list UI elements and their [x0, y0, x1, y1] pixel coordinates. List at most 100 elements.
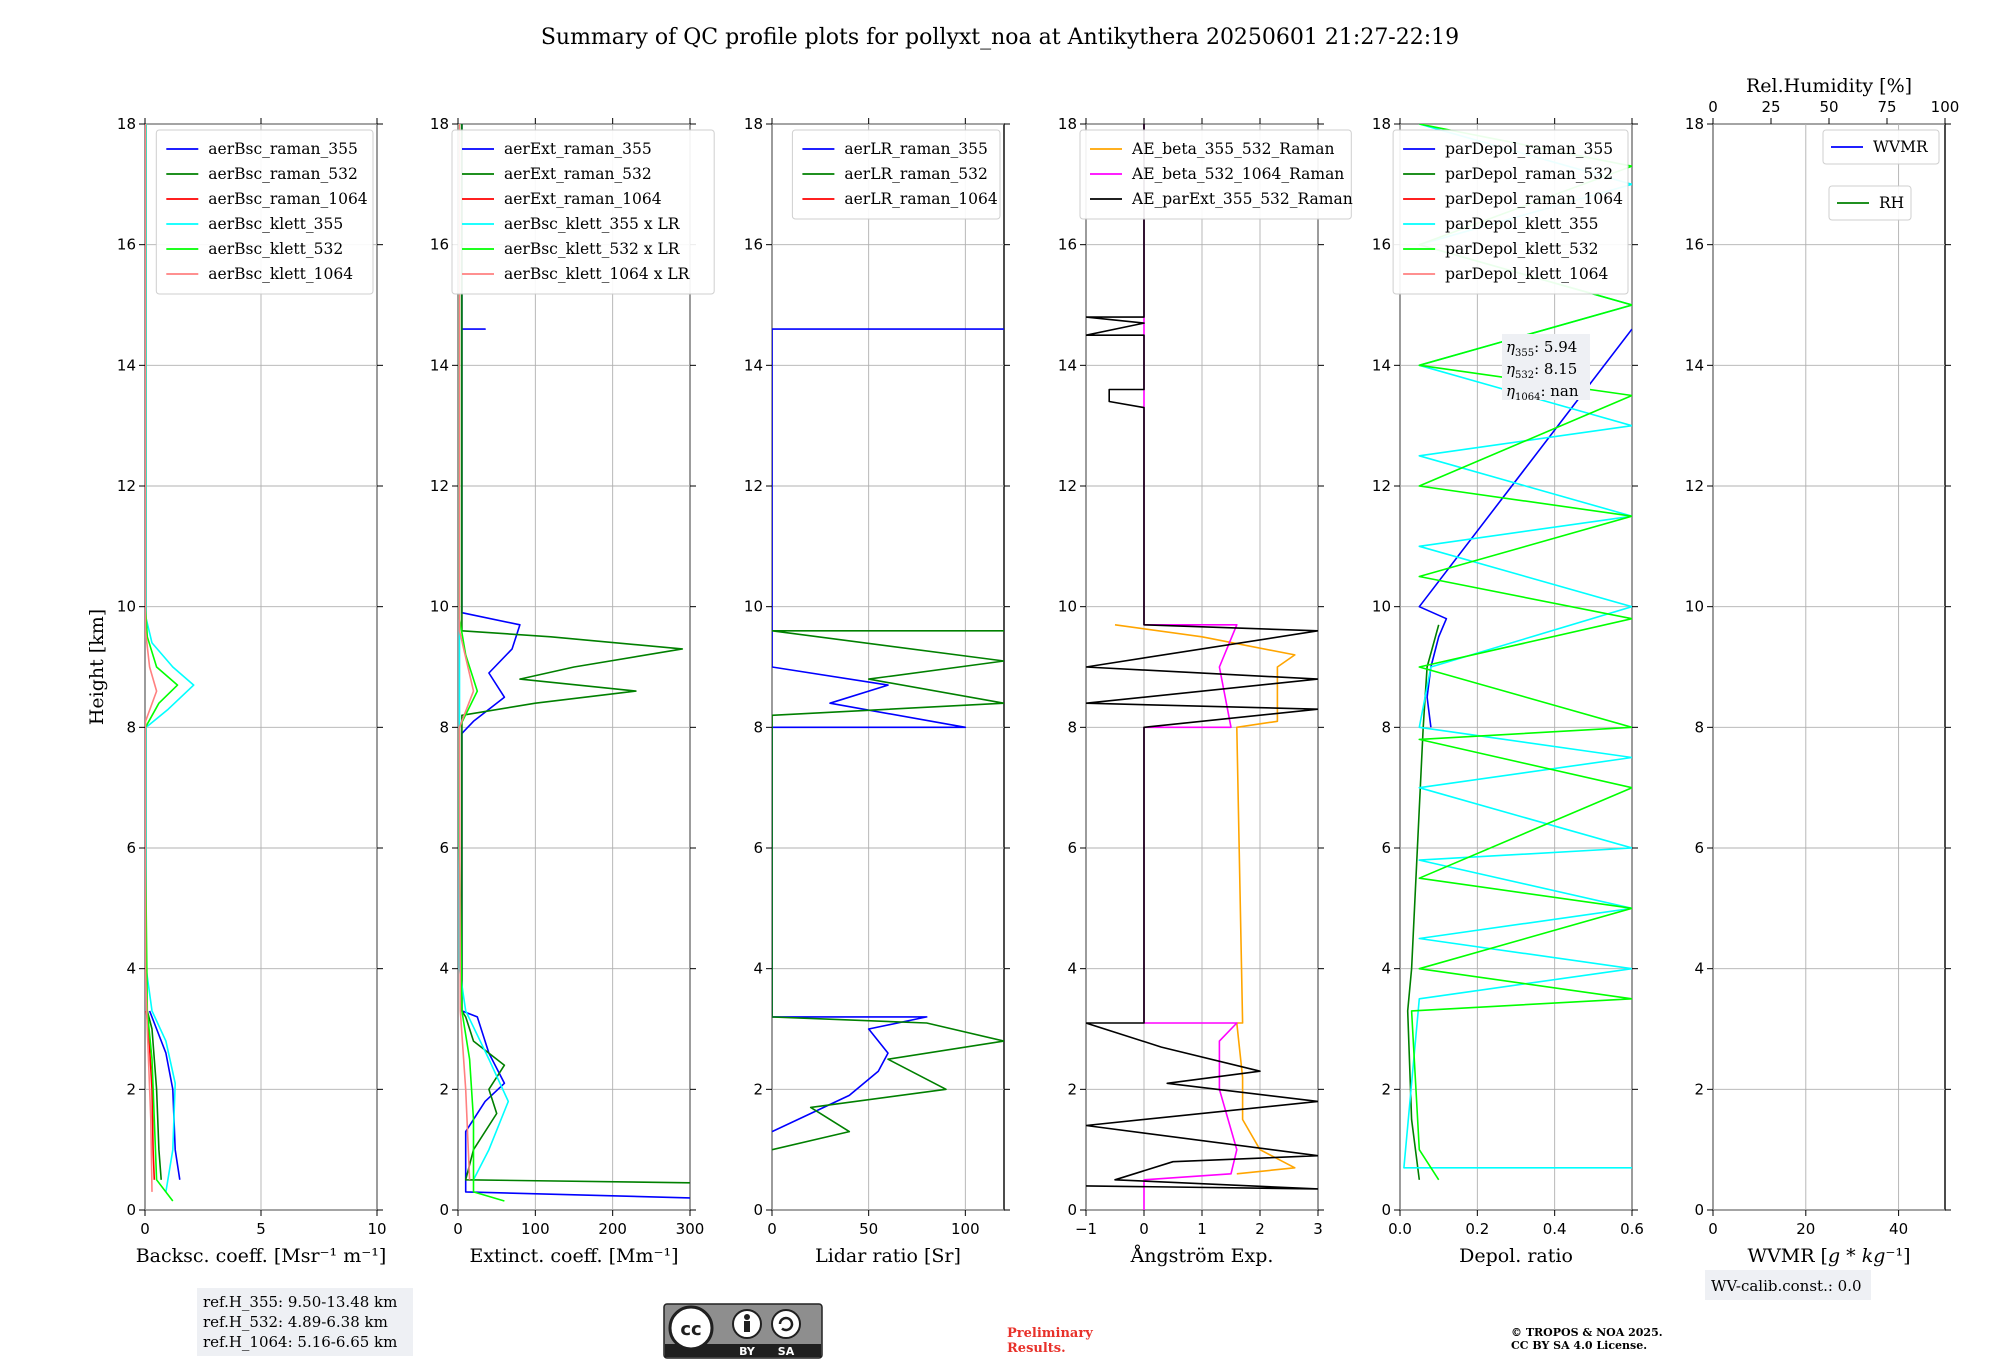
x2-axis-label: Rel.Humidity [%]: [1746, 75, 1912, 97]
x-tick-label: −1: [1075, 1220, 1097, 1238]
plot-area-water_vapor: [1712, 123, 1946, 1211]
traces-extinction: [458, 124, 690, 1202]
y-tick-label: 18: [117, 115, 136, 133]
x-axis-label: Ångström Exp.: [1130, 1245, 1274, 1267]
panel-extinction: 0 2 4 6 8 10 12 14 16 18 0 100 200 300 Extinct. coeff.…: [430, 115, 715, 1267]
x-tick-label: 40: [1889, 1220, 1908, 1238]
eta-value-text: η532: 8.15: [1506, 360, 1577, 381]
legend-label: aerExt_raman_532: [504, 165, 652, 183]
legend-label: aerBsc_klett_532 x LR: [504, 240, 681, 258]
legend-lidar_ratio: aerLR_raman_355 aerLR_raman_532 aerLR_rama…: [791, 129, 1001, 220]
x-tick-label: 0: [453, 1220, 463, 1238]
legend-label: aerBsc_klett_1064: [208, 265, 353, 283]
legend-label: parDepol_klett_1064: [1445, 265, 1608, 283]
y-tick-label: 4: [126, 960, 136, 978]
y-tick-label: 6: [1381, 839, 1391, 857]
x2-tick-label: 0: [1708, 98, 1718, 116]
series-line-aerBsc_klett_1064: [145, 124, 158, 1192]
x-tick-label: 1: [1197, 1220, 1207, 1238]
legend-label: parDepol_raman_1064: [1445, 190, 1623, 208]
legend-label: parDepol_klett_355: [1445, 215, 1598, 233]
x-tick-label: 0.4: [1543, 1220, 1567, 1238]
wv-calibration-text: WV-calib.const.: 0.0: [1711, 1277, 1862, 1295]
x-tick-label: 300: [676, 1220, 705, 1238]
y-tick-label: 16: [1372, 236, 1391, 254]
x-axis-label: Lidar ratio [Sr]: [815, 1245, 961, 1267]
cc-sa-label: SA: [778, 1345, 795, 1358]
series-line-aerExt_raman_532: [461, 124, 690, 1184]
copyright-line-1: © TROPOS & NOA 2025.: [1511, 1326, 1663, 1339]
series-line-aerBsc_raman_532: [146, 1010, 162, 1180]
y-tick-label: 2: [753, 1080, 763, 1098]
y-tick-label: 4: [1381, 960, 1391, 978]
legend-label: aerBsc_klett_355 x LR: [504, 215, 681, 233]
y-tick-label: 12: [1685, 477, 1704, 495]
x-tick-label: 5: [256, 1220, 266, 1238]
x-tick-label: 0: [140, 1220, 150, 1238]
preliminary-line-1: Preliminary: [1007, 1326, 1093, 1341]
y-tick-label: 18: [1058, 115, 1077, 133]
eta-value-text: η1064: nan: [1506, 382, 1579, 403]
y-tick-label: 6: [439, 839, 449, 857]
x-tick-label: 20: [1796, 1220, 1815, 1238]
legend-extinction: aerExt_raman_355 aerExt_raman_532 aerExt_r…: [451, 129, 715, 295]
legend-label: AE_parExt_355_532_Raman: [1131, 190, 1353, 208]
y-tick-label: 10: [744, 598, 763, 616]
y-tick-label: 14: [1685, 356, 1704, 374]
y-tick-label: 12: [1372, 477, 1391, 495]
y-axis-label: Height [km]: [86, 609, 108, 725]
cc-by-label: BY: [739, 1345, 756, 1358]
y-tick-label: 6: [126, 839, 136, 857]
y-tick-label: 2: [1381, 1080, 1391, 1098]
x2-tick-label: 25: [1761, 98, 1780, 116]
series-line-aerLR_raman_532: [772, 630, 1004, 1151]
y-tick-label: 8: [1067, 718, 1077, 736]
x-tick-label: 0.2: [1465, 1220, 1489, 1238]
y-tick-label: 18: [744, 115, 763, 133]
traces-angstrom: [1086, 124, 1318, 1210]
legend-label: AE_beta_532_1064_Raman: [1131, 165, 1344, 183]
legend-WVMR: WVMR: [1822, 129, 1940, 165]
cc-icon-text: cc: [680, 1319, 701, 1340]
y-tick-label: 16: [117, 236, 136, 254]
x2-tick-label: 75: [1877, 98, 1896, 116]
legend-RH: RH: [1828, 185, 1912, 221]
y-tick-label: 16: [430, 236, 449, 254]
legend-label: AE_beta_355_532_Raman: [1131, 140, 1334, 158]
legend-label: parDepol_raman_532: [1445, 165, 1613, 183]
x-tick-label: 0: [1708, 1220, 1718, 1238]
x-tick-label: 3: [1313, 1220, 1323, 1238]
y-tick-label: 0: [439, 1201, 449, 1219]
series-line-parDepol_klett_532: [1410, 124, 1632, 1181]
y-tick-label: 8: [1381, 718, 1391, 736]
figure-title: Summary of QC profile plots for pollyxt_…: [541, 25, 1459, 50]
series-line-aerBsc_klett_1064 x LR: [458, 124, 475, 1180]
x-tick-label: 0.6: [1620, 1220, 1644, 1238]
preliminary-line-2: Results.: [1007, 1341, 1066, 1356]
wv-calibration-box: [1705, 1270, 1871, 1300]
y-tick-label: 18: [430, 115, 449, 133]
y-tick-label: 0: [1381, 1201, 1391, 1219]
cc-icon: [668, 1305, 714, 1351]
legend-label: aerLR_raman_532: [844, 165, 987, 183]
legend-label: aerLR_raman_355: [844, 140, 987, 158]
y-tick-label: 4: [439, 960, 449, 978]
series-line-aerBsc_raman_355: [148, 1010, 181, 1180]
y-tick-label: 18: [1685, 115, 1704, 133]
panel-backscatter: 0 2 4 6 8 10 12 14 16 18 0 5 10 Backsc. coeff. [Msr⁻¹…: [86, 115, 413, 1356]
y-tick-label: 10: [1372, 598, 1391, 616]
traces-backscatter: [145, 124, 195, 1202]
legend-label: aerBsc_klett_355: [208, 215, 343, 233]
plot-area-depolarization: [1399, 123, 1633, 1211]
x2-tick-label: 50: [1819, 98, 1838, 116]
x-tick-label: 100: [521, 1220, 550, 1238]
y-tick-label: 8: [753, 718, 763, 736]
y-tick-label: 16: [1685, 236, 1704, 254]
share-alike-icon: [771, 1309, 801, 1339]
x-axis-label: Depol. ratio: [1459, 1245, 1573, 1267]
series-line-parDepol_raman_355: [1418, 328, 1632, 728]
x-tick-label: 200: [598, 1220, 627, 1238]
x2-tick-label: 100: [1931, 98, 1960, 116]
y-tick-label: 10: [1058, 598, 1077, 616]
